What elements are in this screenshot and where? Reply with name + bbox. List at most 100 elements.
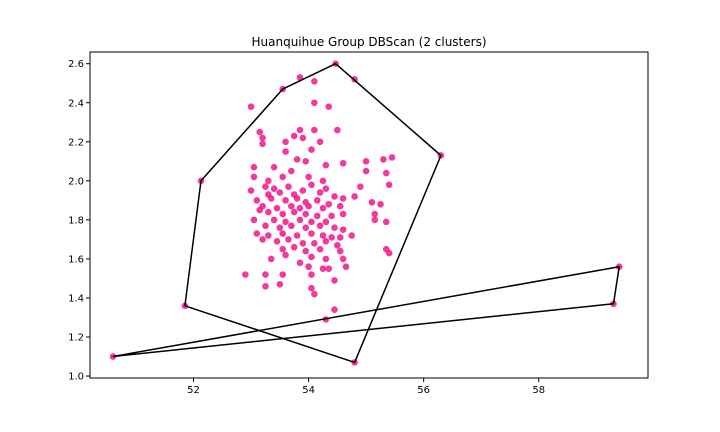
data-point [273, 238, 281, 245]
data-point [302, 247, 310, 255]
x-axis: 52 54 56 58 [187, 378, 545, 396]
data-point [290, 208, 298, 216]
data-point [285, 183, 292, 190]
data-point [308, 253, 315, 261]
data-point [371, 210, 379, 218]
data-point [336, 247, 344, 255]
data-point [331, 193, 338, 200]
data-point [319, 204, 327, 212]
data-point [311, 99, 318, 107]
data-point [319, 232, 327, 239]
data-point [296, 259, 304, 267]
data-point [262, 282, 269, 290]
data-point [316, 222, 324, 230]
data-point [339, 195, 347, 202]
data-point [313, 197, 321, 204]
data-point [247, 103, 255, 110]
y-tick-label: 1.2 [68, 333, 84, 344]
data-point [362, 158, 370, 165]
data-point [290, 243, 298, 251]
data-point [270, 185, 278, 192]
data-point [282, 197, 289, 204]
data-point [305, 173, 312, 181]
plot-frame [89, 51, 649, 379]
data-point [319, 265, 327, 272]
data-point [285, 236, 292, 243]
data-point [267, 255, 275, 263]
data-point [259, 140, 266, 148]
data-point [276, 224, 284, 231]
data-point [293, 232, 301, 239]
y-tick-label: 1.0 [68, 372, 84, 383]
data-point [279, 230, 287, 237]
data-point [256, 206, 264, 214]
data-point [282, 251, 289, 259]
data-point [308, 230, 315, 237]
data-point [331, 277, 338, 284]
y-tick-label: 2.2 [68, 137, 84, 148]
data-point [262, 183, 269, 190]
data-point [331, 224, 338, 231]
data-point [296, 216, 304, 224]
data-point [325, 103, 333, 110]
data-point [299, 187, 307, 194]
y-tick-label: 1.4 [68, 293, 84, 304]
x-tick-label: 58 [532, 385, 545, 396]
data-point [253, 230, 261, 237]
data-point [322, 255, 330, 263]
data-point [250, 173, 258, 181]
cluster-hulls [112, 62, 620, 364]
data-point [325, 265, 333, 272]
data-point [242, 271, 249, 278]
data-point [259, 236, 266, 243]
data-point [265, 232, 272, 239]
data-point [316, 245, 324, 253]
data-point [382, 218, 390, 226]
y-tick-label: 2.4 [68, 98, 84, 109]
data-point [302, 224, 310, 231]
data-point [385, 249, 393, 257]
data-point [377, 200, 384, 208]
data-point [311, 77, 318, 85]
data-point [276, 189, 284, 196]
data-point [265, 208, 272, 216]
data-point [308, 271, 315, 278]
data-point [247, 187, 255, 194]
x-tick-label: 54 [302, 385, 315, 396]
data-point [388, 154, 396, 161]
data-point [305, 263, 312, 271]
data-point [293, 195, 301, 202]
data-point [279, 245, 287, 253]
data-point [339, 159, 347, 167]
data-point [311, 240, 318, 247]
data-point [279, 210, 287, 218]
cluster-hull-2 [112, 265, 620, 358]
data-point [299, 134, 307, 142]
data-point [322, 238, 330, 245]
data-point [322, 161, 330, 169]
cluster-hull-1 [184, 62, 442, 364]
y-tick-label: 2.0 [68, 176, 84, 187]
chart-title: Huanquihue Group DBScan (2 clusters) [251, 35, 486, 49]
data-point [348, 232, 356, 239]
data-point [316, 138, 324, 146]
data-point [282, 218, 289, 226]
data-point [270, 216, 278, 224]
data-point [279, 173, 287, 181]
data-point [288, 222, 295, 230]
data-point [282, 148, 289, 155]
data-point [325, 200, 333, 208]
data-point [305, 202, 312, 210]
data-point [322, 185, 330, 192]
data-point [336, 234, 344, 241]
data-point [282, 138, 289, 146]
data-point [334, 126, 341, 134]
data-point [385, 181, 393, 189]
data-point [288, 167, 295, 175]
data-point [290, 132, 298, 140]
data-point [259, 134, 266, 142]
y-tick-label: 1.8 [68, 215, 84, 226]
data-point [339, 210, 347, 218]
